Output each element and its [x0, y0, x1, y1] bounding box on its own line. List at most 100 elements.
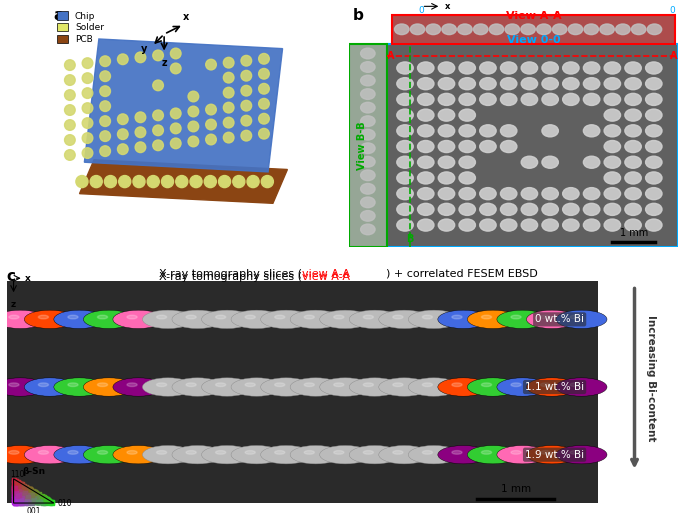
Point: [30, 495, 41, 503]
Circle shape: [569, 24, 583, 34]
Point: [16, 494, 27, 502]
Circle shape: [241, 70, 251, 81]
Point: [20, 492, 31, 501]
Circle shape: [206, 104, 216, 115]
Point: [17, 481, 28, 489]
Point: [29, 497, 40, 505]
Circle shape: [604, 141, 621, 152]
Circle shape: [521, 62, 538, 74]
Point: [23, 486, 34, 495]
Point: [24, 498, 35, 506]
Circle shape: [452, 383, 462, 387]
Point: [12, 479, 23, 487]
Circle shape: [188, 91, 199, 102]
Point: [27, 492, 38, 500]
Point: [15, 485, 26, 493]
Circle shape: [459, 203, 475, 215]
Circle shape: [438, 141, 455, 152]
Point: [18, 491, 29, 499]
Point: [9, 497, 20, 505]
Text: 001: 001: [27, 507, 41, 513]
Point: [10, 489, 21, 498]
Point: [26, 497, 37, 505]
Point: [38, 494, 49, 502]
Point: [9, 488, 20, 497]
Text: 0: 0: [419, 6, 424, 14]
Circle shape: [511, 450, 521, 454]
Circle shape: [64, 90, 75, 101]
Point: [10, 481, 21, 489]
Circle shape: [536, 24, 551, 34]
Circle shape: [241, 55, 251, 66]
Point: [16, 497, 27, 505]
Point: [44, 497, 55, 505]
Point: [10, 492, 21, 500]
Point: [40, 495, 51, 503]
Circle shape: [418, 62, 434, 74]
Point: [16, 494, 27, 502]
Circle shape: [625, 109, 641, 121]
Point: [32, 490, 43, 498]
Point: [16, 492, 27, 500]
Circle shape: [527, 445, 577, 464]
Text: 1 mm: 1 mm: [501, 484, 531, 494]
Point: [38, 493, 49, 501]
Circle shape: [156, 383, 166, 387]
Point: [14, 498, 25, 506]
Point: [39, 497, 50, 505]
Point: [27, 491, 38, 500]
Point: [16, 480, 27, 488]
Point: [18, 496, 29, 504]
Point: [34, 492, 45, 501]
Point: [10, 495, 21, 503]
Bar: [7, 281, 597, 503]
Circle shape: [188, 106, 199, 117]
Circle shape: [418, 219, 434, 231]
Point: [10, 487, 21, 496]
Point: [14, 485, 25, 494]
Point: [11, 490, 22, 498]
Circle shape: [156, 450, 166, 454]
Point: [14, 495, 25, 503]
Circle shape: [625, 141, 641, 152]
Circle shape: [479, 77, 496, 90]
Point: [16, 496, 27, 504]
Circle shape: [290, 310, 341, 328]
Circle shape: [521, 156, 538, 168]
Point: [16, 480, 27, 488]
Text: a: a: [53, 8, 63, 23]
Point: [23, 497, 34, 505]
Circle shape: [604, 77, 621, 90]
Point: [22, 486, 33, 494]
Text: A: A: [387, 51, 395, 61]
Circle shape: [438, 378, 489, 396]
Text: 1.1 wt.% Bi: 1.1 wt.% Bi: [525, 382, 584, 392]
Point: [22, 496, 33, 504]
Circle shape: [360, 143, 375, 153]
Point: [13, 496, 24, 504]
Circle shape: [216, 315, 226, 319]
Point: [18, 482, 29, 490]
Point: [14, 484, 25, 492]
Circle shape: [584, 93, 600, 106]
Point: [16, 486, 27, 494]
Point: [26, 491, 37, 500]
Point: [10, 484, 21, 492]
Point: [19, 489, 30, 498]
Text: z: z: [162, 58, 167, 68]
Point: [23, 499, 34, 507]
Circle shape: [360, 210, 375, 221]
Point: [41, 497, 52, 505]
Circle shape: [625, 62, 641, 74]
Point: [28, 488, 39, 496]
Circle shape: [438, 156, 455, 168]
Point: [47, 499, 58, 507]
Point: [29, 497, 40, 505]
Text: 110: 110: [10, 470, 25, 479]
Circle shape: [247, 175, 259, 188]
Circle shape: [452, 450, 462, 454]
Point: [18, 483, 29, 491]
Circle shape: [521, 203, 538, 215]
Circle shape: [570, 315, 580, 319]
Circle shape: [275, 315, 285, 319]
